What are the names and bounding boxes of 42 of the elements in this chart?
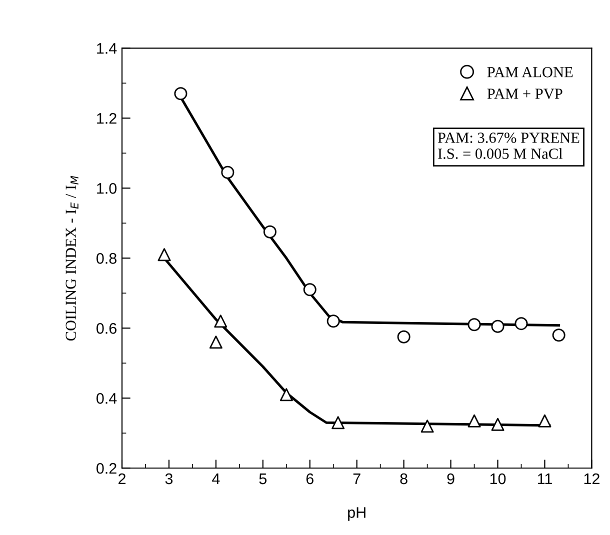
point	[397, 330, 410, 344]
y-tick-label: 0.4	[96, 392, 117, 404]
point	[158, 248, 171, 262]
point	[468, 414, 481, 428]
x-tick-label: 9	[447, 473, 454, 484]
x-tick-label: 11	[538, 474, 552, 484]
legend-label: PAM + PVP	[487, 88, 562, 99]
x-tick-label: 10	[490, 473, 506, 484]
y-tick-label: 1.2	[97, 113, 116, 124]
x-tick-label: 4	[212, 474, 220, 484]
point	[491, 320, 504, 333]
y-tick-label: 0.2	[96, 462, 116, 474]
x-tick-label: 6	[306, 473, 314, 484]
x-tick-label: 2	[118, 473, 126, 484]
y-tick-label: 1.0	[97, 183, 117, 194]
point	[420, 420, 434, 433]
x-tick-label: 5	[259, 474, 267, 484]
y-tick-label: 1.4	[97, 43, 117, 54]
point	[332, 416, 345, 430]
point	[221, 166, 234, 179]
point	[209, 336, 222, 349]
point	[514, 317, 528, 330]
x-tick-label: 7	[353, 474, 360, 484]
point	[280, 388, 293, 402]
y-axis-title: COILING INDEX - I$_{E}$ / I$_{M}$	[66, 176, 78, 341]
x-tick-label: 12	[584, 473, 600, 484]
point	[263, 225, 276, 238]
x-tick-label: 8	[400, 473, 408, 484]
legend-label: PAM ALONE	[487, 67, 573, 78]
point	[303, 283, 316, 296]
point	[552, 328, 566, 342]
point	[491, 418, 504, 431]
point	[326, 314, 340, 328]
annotation: PAM: 3.67% PYRENE I.S. = 0.005 M NaCl	[438, 132, 580, 159]
point	[174, 87, 188, 100]
point	[214, 314, 228, 328]
y-tick-label: 0.6	[96, 323, 116, 334]
y-tick-label: 0.8	[96, 253, 116, 264]
point	[468, 318, 481, 332]
point	[538, 414, 552, 428]
x-tick-label: 3	[165, 473, 173, 484]
x-axis-title: pH	[348, 507, 366, 521]
